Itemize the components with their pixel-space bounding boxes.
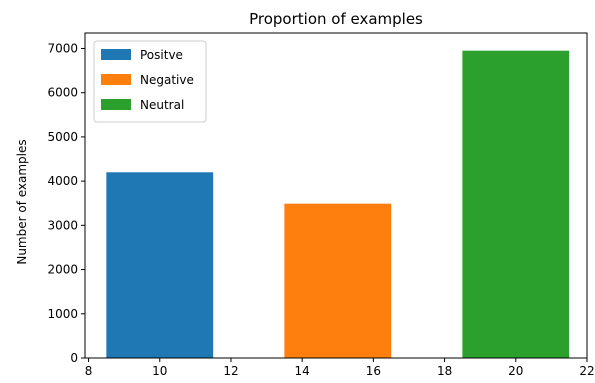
y-tick-label: 6000 — [47, 86, 78, 100]
legend-label-neutral: Neutral — [140, 98, 184, 112]
y-tick-label: 2000 — [47, 263, 78, 277]
y-tick-label: 4000 — [47, 174, 78, 188]
legend: Positve Negative Neutral — [93, 40, 207, 123]
x-tick-label: 12 — [223, 364, 238, 378]
bar-positve — [106, 172, 214, 358]
bar-neutral — [462, 50, 570, 359]
legend-swatch-neutral — [101, 99, 131, 110]
legend-label-negative: Negative — [140, 73, 194, 87]
bars-layer — [106, 50, 570, 359]
x-tick-label: 14 — [295, 364, 310, 378]
y-axis-label: Number of examples — [15, 139, 29, 264]
x-tick-label: 10 — [152, 364, 167, 378]
legend-swatch-negative — [101, 74, 131, 85]
y-tick-label: 0 — [70, 351, 78, 365]
legend-label-positve: Positve — [140, 48, 183, 62]
x-tick-label: 8 — [85, 364, 93, 378]
y-tick-label: 5000 — [47, 130, 78, 144]
chart-title: Proportion of examples — [249, 10, 423, 28]
x-tick-label: 18 — [437, 364, 452, 378]
bar-negative — [284, 203, 392, 358]
plot-frame — [84, 32, 588, 359]
axes-layer: 8 10 12 14 16 18 20 22 0 1000 2000 3000 4000 5000 6000… — [47, 32, 595, 378]
legend-swatch-positve — [101, 49, 131, 60]
y-tick-label: 1000 — [47, 307, 78, 321]
x-tick-label: 22 — [579, 364, 594, 378]
x-tick-label: 20 — [508, 364, 523, 378]
y-tick-label: 3000 — [47, 218, 78, 232]
y-tick-label: 7000 — [47, 41, 78, 55]
x-tick-label: 16 — [366, 364, 381, 378]
